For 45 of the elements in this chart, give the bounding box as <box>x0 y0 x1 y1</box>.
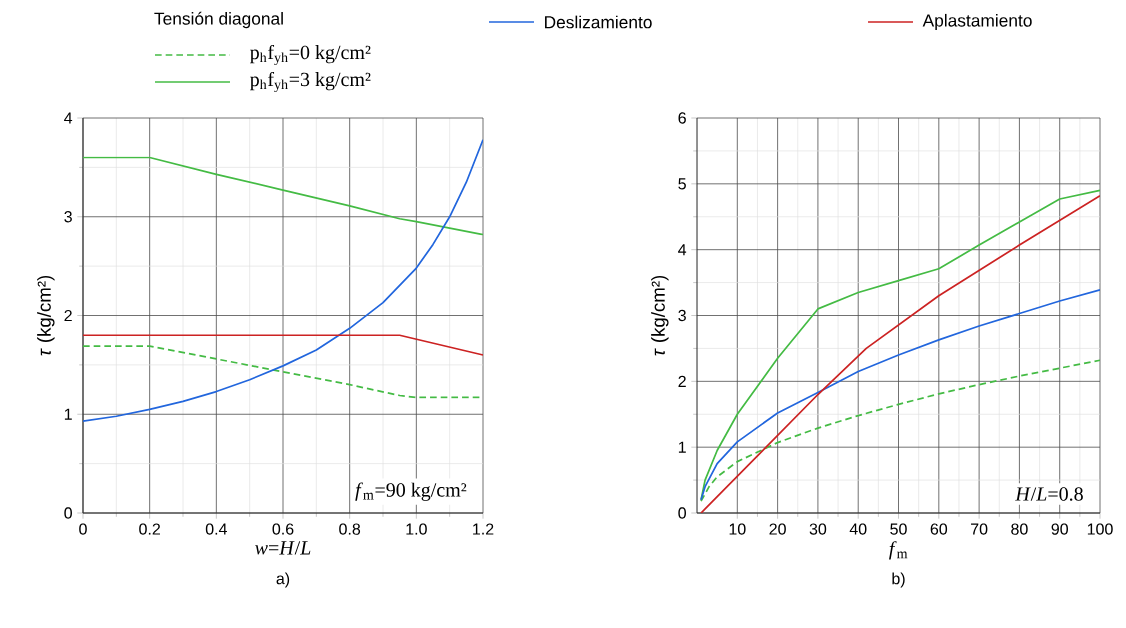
x-tick-label: 50 <box>890 523 907 535</box>
y-tick-label: 3 <box>64 211 72 223</box>
legend-title: Tensión diagonal <box>154 11 283 29</box>
text: a) <box>276 572 290 588</box>
line-series <box>83 156 484 236</box>
annotation: f$_{m}$=90 kg/cm² <box>355 482 467 501</box>
x-tick-label: 90 <box>1051 523 1068 535</box>
y-tick-label: 6 <box>678 112 686 124</box>
y-tick-label: 4 <box>64 112 73 124</box>
y-axis-title: τ (kg/cm²) <box>37 275 55 356</box>
x-tick-label: 0 <box>79 523 87 535</box>
x-tick-label: 0.2 <box>139 523 160 535</box>
y-tick-label: 2 <box>64 309 72 322</box>
y-tick-label: 1 <box>678 441 686 453</box>
y-tick-label: 4 <box>678 244 687 256</box>
y-tick-label: 2 <box>678 375 686 387</box>
x-tick-label: 0.6 <box>272 523 294 535</box>
x-axis-title: w=H/L <box>255 541 311 555</box>
legend-label: p$_{h}$f$_{yh}$=0 kg/cm² <box>250 44 371 66</box>
x-tick-label: 30 <box>809 523 827 535</box>
x-tick-label: 40 <box>849 523 867 535</box>
y-tick-label: 3 <box>678 309 686 322</box>
x-tick-label: 20 <box>769 523 786 535</box>
x-tick-label: 70 <box>971 523 988 535</box>
x-tick-label: 80 <box>1011 523 1028 535</box>
legend-label: Aplastamiento <box>922 13 1032 31</box>
y-axis-title: τ (kg/cm²) <box>651 275 669 356</box>
x-tick-label: 0.8 <box>339 523 361 535</box>
y-tick-label: 5 <box>678 178 686 190</box>
x-tick-label: 60 <box>930 523 948 535</box>
text: b) <box>892 572 905 588</box>
x-tick-label: 1.0 <box>406 523 427 535</box>
y-tick-label: 0 <box>678 507 686 519</box>
x-axis-title: f$_{m}$ <box>889 541 908 560</box>
x-tick-label: 1.2 <box>473 523 494 535</box>
line-series <box>83 138 484 423</box>
x-tick-label: 0.4 <box>205 523 227 535</box>
x-tick-label: 100 <box>1087 523 1113 535</box>
line-series <box>700 288 1101 501</box>
legend-label: p$_{h}$f$_{yh}$=3 kg/cm² <box>250 71 371 93</box>
y-tick-label: 1 <box>64 408 72 420</box>
y-tick-label: 0 <box>64 507 72 519</box>
annotation: H/L=0.8 <box>1015 487 1083 501</box>
x-tick-label: 10 <box>729 523 746 535</box>
legend-label: Deslizamiento <box>545 15 652 29</box>
